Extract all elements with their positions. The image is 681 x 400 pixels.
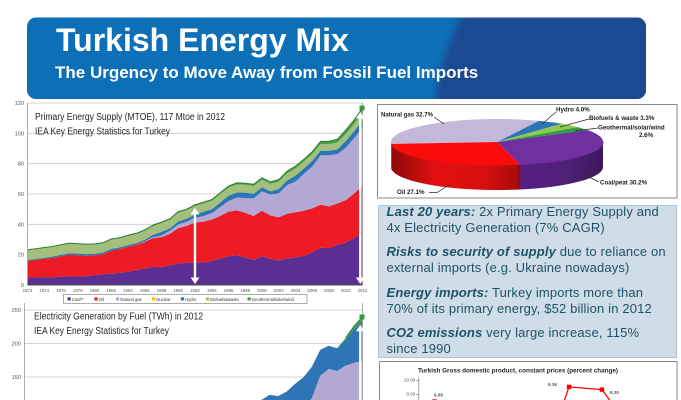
svg-text:IEA Key Energy Statistics for: IEA Key Energy Statistics for Turkey	[34, 326, 169, 337]
svg-text:6.89: 6.89	[434, 392, 443, 397]
svg-text:Nuclear: Nuclear	[156, 297, 171, 302]
svg-text:1984: 1984	[123, 288, 133, 293]
svg-text:2010: 2010	[341, 288, 351, 293]
svg-text:1990: 1990	[173, 288, 183, 293]
svg-text:80: 80	[18, 162, 24, 168]
svg-text:2.6%: 2.6%	[639, 132, 654, 139]
svg-text:Geothermal/solar/wind: Geothermal/solar/wind	[252, 297, 295, 302]
svg-text:1992: 1992	[190, 288, 200, 293]
svg-text:IEA Key Energy Statistics for: IEA Key Energy Statistics for Turkey	[35, 127, 170, 138]
svg-text:120: 120	[15, 101, 24, 107]
svg-text:2002: 2002	[274, 288, 284, 293]
svg-text:2006: 2006	[307, 288, 317, 293]
svg-text:1972: 1972	[23, 288, 33, 293]
svg-text:20: 20	[18, 253, 24, 259]
svg-text:Coal**: Coal**	[72, 297, 84, 302]
svg-text:Biofuels&waste: Biofuels&waste	[210, 297, 239, 302]
svg-text:1988: 1988	[157, 288, 167, 293]
svg-text:1998: 1998	[240, 288, 250, 293]
svg-text:9.36: 9.36	[548, 382, 557, 387]
svg-text:1974: 1974	[39, 288, 49, 293]
svg-text:Hydro: Hydro	[185, 297, 197, 302]
svg-text:10.00: 10.00	[404, 378, 416, 383]
svg-text:Electricity Generation by Fuel: Electricity Generation by Fuel (TWh) in …	[34, 312, 203, 323]
svg-text:Geothermal/solar/wind: Geothermal/solar/wind	[598, 125, 665, 132]
svg-text:2008: 2008	[324, 288, 334, 293]
svg-text:1978: 1978	[73, 288, 83, 293]
svg-text:Turkish Gross domestic product: Turkish Gross domestic product, constant…	[418, 367, 618, 374]
svg-text:1986: 1986	[140, 288, 150, 293]
svg-text:Oil 27.1%: Oil 27.1%	[397, 189, 425, 196]
svg-text:Biofuels & waste 3.3%: Biofuels & waste 3.3%	[589, 115, 655, 122]
svg-text:100: 100	[15, 131, 24, 137]
svg-text:200: 200	[12, 342, 21, 348]
svg-text:2004: 2004	[291, 288, 301, 293]
svg-text:40: 40	[18, 222, 24, 228]
svg-text:1996: 1996	[224, 288, 234, 293]
svg-text:1976: 1976	[56, 288, 66, 293]
svg-text:0: 0	[21, 283, 24, 289]
svg-text:2012: 2012	[358, 288, 368, 293]
svg-text:250: 250	[12, 308, 21, 314]
svg-text:1980: 1980	[90, 288, 100, 293]
svg-text:8.30: 8.30	[610, 390, 619, 395]
svg-text:Natural gas 32.7%: Natural gas 32.7%	[381, 112, 433, 119]
svg-text:60: 60	[18, 192, 24, 198]
svg-text:8.00: 8.00	[406, 392, 415, 397]
svg-text:2000: 2000	[257, 288, 267, 293]
svg-text:Hydro 4.0%: Hydro 4.0%	[556, 107, 590, 114]
svg-text:Oil: Oil	[99, 297, 104, 302]
svg-text:1994: 1994	[207, 288, 217, 293]
svg-text:150: 150	[12, 375, 21, 381]
svg-text:Coal/peat 30.2%: Coal/peat 30.2%	[600, 180, 648, 187]
svg-text:Primary Energy Supply (MTOE),: Primary Energy Supply (MTOE), 117 Mtoe i…	[35, 112, 225, 123]
svg-text:Natural gas: Natural gas	[120, 297, 141, 302]
svg-text:1982: 1982	[106, 288, 116, 293]
